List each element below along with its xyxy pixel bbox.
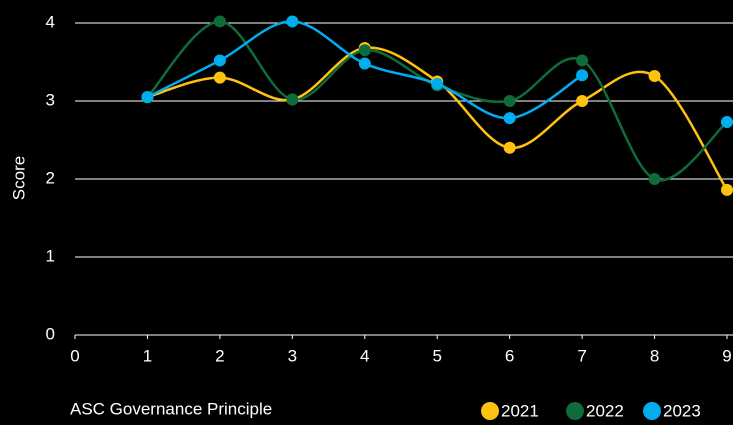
x-tick-label: 1: [143, 346, 152, 365]
y-tick-label: 2: [46, 168, 55, 187]
data-point: [213, 54, 226, 67]
x-tick-label: 6: [505, 346, 514, 365]
x-tick-label: 8: [650, 346, 659, 365]
legend-swatch: [566, 402, 584, 420]
data-point: [286, 93, 299, 106]
x-tick-label: 3: [288, 346, 297, 365]
y-axis-label: Score: [9, 156, 28, 200]
x-tick-label: 9: [722, 346, 731, 365]
y-tick-label: 4: [46, 12, 55, 31]
series-line: [146, 20, 583, 120]
data-point: [576, 54, 589, 67]
data-point: [503, 112, 516, 125]
legend-swatch: [481, 402, 499, 420]
data-point: [503, 95, 516, 107]
x-tick-label: 2: [215, 346, 224, 365]
legend-label: 2023: [663, 401, 701, 420]
legend-swatch: [643, 402, 661, 420]
data-point: [721, 116, 733, 129]
series-line: [147, 46, 729, 191]
data-point: [431, 77, 444, 90]
data-point: [648, 70, 661, 83]
x-tick-label: 0: [70, 346, 79, 365]
y-tick-label: 0: [46, 324, 55, 343]
data-point: [648, 173, 661, 185]
x-axis-label: ASC Governance Principle: [70, 399, 272, 418]
data-point: [576, 95, 589, 107]
data-point: [141, 91, 154, 104]
x-tick-label: 4: [360, 346, 369, 365]
data-point: [213, 15, 226, 28]
legend-label: 2022: [586, 401, 624, 420]
y-tick-label: 3: [46, 90, 55, 109]
data-point: [358, 44, 371, 57]
data-point: [213, 71, 226, 84]
data-point: [721, 183, 733, 196]
x-tick-label: 7: [577, 346, 586, 365]
data-point: [358, 57, 371, 70]
legend-label: 2021: [501, 401, 539, 420]
x-tick-label: 5: [432, 346, 441, 365]
y-tick-label: 1: [46, 246, 55, 265]
data-point: [503, 141, 516, 154]
data-point: [286, 15, 299, 28]
data-point: [576, 69, 589, 82]
